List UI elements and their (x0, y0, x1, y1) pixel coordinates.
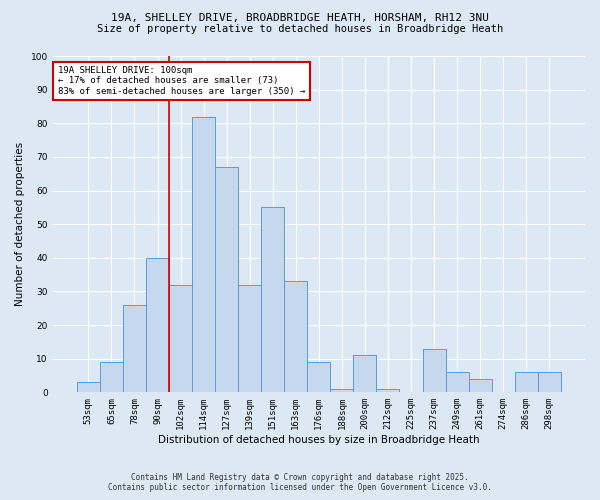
Bar (169, 284, 192, 393)
Bar (215, 167, 238, 392)
Bar (469, 379, 491, 392)
Bar (376, 389, 400, 392)
Bar (307, 362, 331, 392)
Text: 19A, SHELLEY DRIVE, BROADBRIDGE HEATH, HORSHAM, RH12 3NU: 19A, SHELLEY DRIVE, BROADBRIDGE HEATH, H… (111, 12, 489, 22)
Bar (146, 258, 169, 392)
Bar (284, 282, 307, 393)
Bar (77, 382, 100, 392)
Text: Size of property relative to detached houses in Broadbridge Heath: Size of property relative to detached ho… (97, 24, 503, 34)
Bar (353, 356, 376, 393)
Bar (422, 348, 446, 393)
Text: 19A SHELLEY DRIVE: 100sqm
← 17% of detached houses are smaller (73)
83% of semi-: 19A SHELLEY DRIVE: 100sqm ← 17% of detac… (58, 66, 305, 96)
X-axis label: Distribution of detached houses by size in Broadbridge Heath: Distribution of detached houses by size … (158, 435, 479, 445)
Y-axis label: Number of detached properties: Number of detached properties (15, 142, 25, 306)
Bar (123, 305, 146, 392)
Bar (238, 284, 261, 393)
Bar (331, 389, 353, 392)
Bar (538, 372, 561, 392)
Bar (515, 372, 538, 392)
Bar (100, 362, 123, 392)
Bar (261, 208, 284, 392)
Bar (446, 372, 469, 392)
Bar (192, 116, 215, 392)
Text: Contains HM Land Registry data © Crown copyright and database right 2025.
Contai: Contains HM Land Registry data © Crown c… (108, 473, 492, 492)
